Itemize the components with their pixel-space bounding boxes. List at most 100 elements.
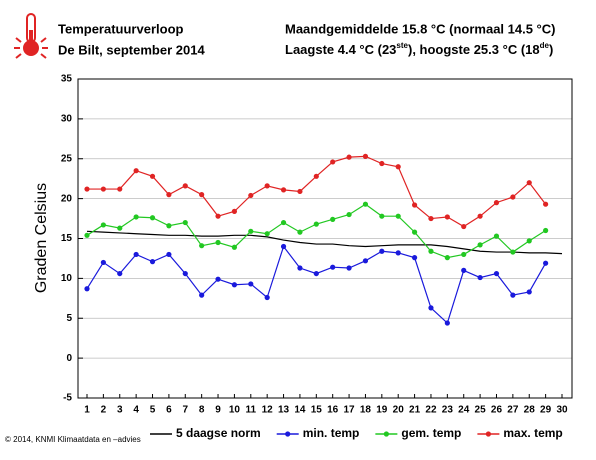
data-point [215,276,221,282]
x-tick-label: 20 [393,405,405,416]
x-tick-label: 28 [524,405,536,416]
legend-marker [485,431,491,437]
data-point [477,213,483,219]
chart-title: Temperatuurverloop [58,21,184,36]
data-point [166,251,172,258]
data-point [461,223,467,230]
x-tick-label: 18 [360,405,372,416]
data-point [510,249,516,255]
x-tick-label: 6 [166,405,172,416]
data-point [231,244,238,250]
superscript: de [540,41,550,50]
data-point [84,232,90,238]
data-point [215,213,221,219]
data-point [182,219,188,226]
data-point [444,214,450,220]
x-tick-label: 7 [182,405,188,416]
thermometer-icon [14,13,48,59]
x-tick-label: 11 [246,405,257,416]
legend-marker [383,431,389,437]
data-point [199,192,205,198]
data-point [428,215,434,222]
data-point [543,260,549,266]
data-point [248,228,254,234]
x-tick-label: 26 [491,405,503,416]
annotation-part: ) [549,42,553,57]
data-point [297,229,303,235]
data-point [117,270,123,277]
data-point [149,215,156,221]
data-point [411,229,418,235]
data-point [510,194,516,200]
data-point [280,243,287,250]
x-tick-label: 5 [150,405,156,416]
superscript: ste [396,41,408,50]
data-point [411,255,418,261]
data-point [248,281,254,287]
data-point [346,154,352,160]
data-point [411,202,418,208]
annotation-part: ), hoogste 25.3 °C (18 [408,42,540,57]
y-tick-label: 0 [66,353,72,364]
data-point [84,286,90,292]
data-point [248,192,254,199]
legend-label: 5 daagse norm [176,426,261,440]
data-point [182,270,188,277]
data-point [100,222,106,228]
data-point [477,274,483,281]
data-point [362,201,369,207]
data-point [313,173,319,179]
credit: © 2014, KNMI Klimaatdata en –advies [5,435,141,444]
x-tick-label: 22 [425,405,437,416]
x-tick-label: 8 [199,405,205,416]
annotation: Maandgemiddelde 15.8 °C (normaal 14.5 °C… [285,21,555,36]
x-tick-label: 25 [475,405,487,416]
plot-frame [77,78,573,399]
data-point [264,183,270,189]
legend-label: gem. temp [401,426,461,440]
data-point [362,153,369,159]
x-tick-label: 1 [84,405,90,416]
data-point [526,289,532,295]
data-point [526,180,532,186]
data-point [379,213,385,219]
y-tick-label: 5 [66,313,72,324]
data-point [264,294,270,301]
data-point [346,211,352,218]
chart-subtitle: De Bilt, september 2014 [58,42,205,57]
data-point [543,227,549,234]
y-tick-label: -5 [63,393,72,404]
data-point [149,259,156,265]
x-tick-label: 24 [458,405,470,416]
data-point [84,186,90,192]
data-point [166,192,172,198]
y-tick-label: 35 [61,74,73,85]
legend-marker [285,431,291,437]
y-tick-label: 25 [61,153,73,164]
x-tick-label: 14 [294,405,306,416]
data-point [330,159,336,165]
data-point [493,200,500,206]
data-point [280,219,287,226]
data-point [346,265,352,271]
legend-label: min. temp [303,426,360,440]
annotation: Laagste 4.4 °C (23ste), hoogste 25.3 °C … [285,41,553,57]
data-point [297,188,303,195]
data-point [444,255,450,261]
data-point [117,186,123,192]
data-point [379,160,385,167]
y-tick-label: 15 [61,233,73,244]
x-tick-label: 29 [540,405,552,416]
x-tick-label: 19 [376,405,388,416]
data-point [215,239,221,246]
x-tick-label: 16 [327,405,339,416]
data-point [362,258,369,264]
x-tick-label: 12 [262,405,274,416]
data-point [395,213,401,219]
annotation-part: Laagste 4.4 °C (23 [285,42,396,57]
x-tick-label: 21 [409,405,421,416]
data-point [395,250,401,256]
x-tick-label: 23 [442,405,454,416]
x-tick-label: 15 [311,405,323,416]
